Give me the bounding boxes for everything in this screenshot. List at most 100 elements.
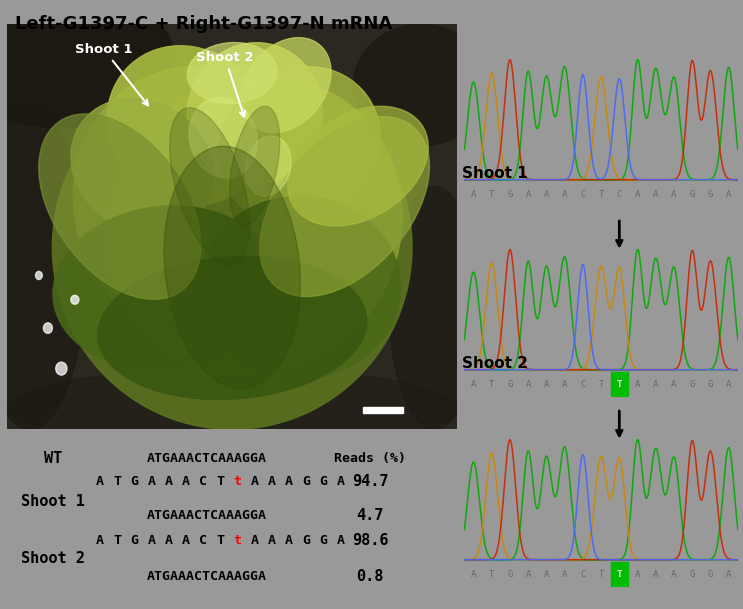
Text: G: G — [302, 534, 311, 547]
Text: A: A — [96, 475, 104, 488]
Text: t: t — [233, 475, 241, 488]
Ellipse shape — [164, 146, 300, 389]
Text: A: A — [653, 570, 658, 579]
Text: A: A — [544, 570, 549, 579]
Text: A: A — [165, 475, 172, 488]
Ellipse shape — [107, 76, 403, 378]
Text: A: A — [635, 570, 640, 579]
Text: G: G — [130, 475, 138, 488]
Text: A: A — [285, 475, 293, 488]
Ellipse shape — [74, 66, 346, 347]
Text: G: G — [708, 570, 713, 579]
Text: G: G — [507, 190, 513, 199]
Text: G: G — [319, 475, 328, 488]
Text: G: G — [690, 190, 695, 199]
Text: C: C — [580, 570, 585, 579]
Text: G: G — [302, 475, 311, 488]
Text: T: T — [617, 570, 622, 579]
Text: Shoot 1: Shoot 1 — [75, 43, 148, 105]
Text: A: A — [337, 534, 345, 547]
Text: A: A — [285, 534, 293, 547]
Ellipse shape — [241, 38, 331, 133]
Text: A: A — [544, 190, 549, 199]
Text: Left-G1397-C + Right-G1397-N mRNA: Left-G1397-C + Right-G1397-N mRNA — [15, 15, 392, 33]
Text: A: A — [251, 475, 259, 488]
Ellipse shape — [0, 105, 86, 429]
Text: Shoot 1: Shoot 1 — [461, 166, 528, 181]
Ellipse shape — [198, 197, 400, 379]
Text: A: A — [251, 534, 259, 547]
Text: T: T — [489, 380, 494, 389]
Text: t: t — [233, 534, 241, 547]
Ellipse shape — [71, 99, 213, 234]
Text: G: G — [708, 380, 713, 389]
Text: ATGAAACTCAAAGGA: ATGAAACTCAAAGGA — [147, 570, 267, 583]
Ellipse shape — [36, 272, 42, 280]
Text: A: A — [471, 380, 476, 389]
Text: Reads (%): Reads (%) — [334, 452, 406, 465]
Text: A: A — [525, 190, 531, 199]
Text: Shoot 2: Shoot 2 — [461, 356, 528, 371]
Text: A: A — [471, 190, 476, 199]
Bar — [611, 562, 628, 587]
Text: T: T — [598, 190, 604, 199]
Ellipse shape — [187, 43, 322, 185]
Text: A: A — [147, 534, 155, 547]
Text: A: A — [182, 534, 190, 547]
Text: C: C — [580, 190, 585, 199]
Text: T: T — [489, 570, 494, 579]
Ellipse shape — [288, 107, 428, 226]
Text: A: A — [165, 534, 172, 547]
Text: A: A — [653, 190, 658, 199]
Ellipse shape — [245, 136, 291, 196]
Text: A: A — [544, 380, 549, 389]
Bar — [363, 407, 403, 413]
Text: 0.8: 0.8 — [357, 569, 383, 584]
Text: G: G — [319, 534, 328, 547]
Text: G: G — [690, 570, 695, 579]
Text: ATGAAACTCAAAGGA: ATGAAACTCAAAGGA — [147, 509, 267, 522]
Ellipse shape — [7, 368, 457, 449]
Ellipse shape — [53, 65, 412, 429]
Ellipse shape — [0, 0, 174, 128]
Text: A: A — [562, 380, 568, 389]
Text: T: T — [216, 534, 224, 547]
Text: A: A — [635, 380, 640, 389]
Text: G: G — [690, 380, 695, 389]
Bar — [611, 372, 628, 397]
Text: A: A — [147, 475, 155, 488]
Ellipse shape — [260, 117, 429, 297]
Text: A: A — [268, 475, 276, 488]
Text: 94.7: 94.7 — [351, 474, 389, 489]
Text: Shoot 1: Shoot 1 — [21, 494, 85, 509]
Text: A: A — [653, 380, 658, 389]
Text: A: A — [672, 380, 677, 389]
Text: G: G — [708, 190, 713, 199]
Text: C: C — [580, 380, 585, 389]
Ellipse shape — [169, 108, 250, 265]
Text: A: A — [726, 380, 731, 389]
Ellipse shape — [354, 24, 488, 146]
Text: A: A — [525, 570, 531, 579]
Text: A: A — [562, 190, 568, 199]
Text: T: T — [113, 475, 121, 488]
Text: Shoot 2: Shoot 2 — [196, 51, 253, 117]
Ellipse shape — [187, 43, 277, 104]
Text: A: A — [672, 190, 677, 199]
Text: G: G — [507, 570, 513, 579]
Ellipse shape — [230, 106, 279, 226]
Text: A: A — [96, 534, 104, 547]
Ellipse shape — [71, 295, 79, 304]
Ellipse shape — [97, 257, 367, 400]
Text: A: A — [525, 380, 531, 389]
Ellipse shape — [189, 97, 257, 178]
Text: A: A — [726, 190, 731, 199]
Text: ATGAAACTCAAAGGA: ATGAAACTCAAAGGA — [147, 452, 267, 465]
Text: 4.7: 4.7 — [357, 508, 383, 523]
Text: C: C — [199, 534, 207, 547]
Text: T: T — [489, 190, 494, 199]
Text: T: T — [216, 475, 224, 488]
Text: Shoot 2: Shoot 2 — [21, 551, 85, 566]
Text: A: A — [726, 570, 731, 579]
Text: C: C — [199, 475, 207, 488]
